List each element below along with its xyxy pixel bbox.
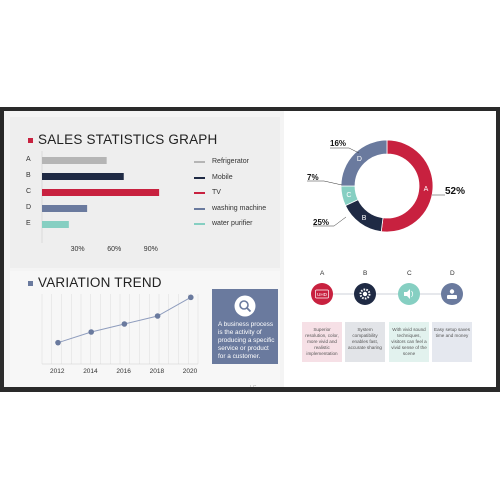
bar-label-C: C [26,188,32,195]
bar-label-E: E [26,220,31,227]
year-label: 2014 [83,368,98,375]
year-label: 2018 [149,368,165,375]
step-letter: D [450,270,455,277]
sales-bar-chart [41,151,160,243]
coins-icon-top [449,289,455,294]
lg-logo: LG [250,385,257,387]
trend-point [188,294,194,301]
step-card-text: Superior resolution, color, more vivid a… [302,322,342,362]
donut-leader-line [330,147,360,154]
magnifier-icon [234,295,256,317]
legend-swatch [194,176,205,179]
coins-icon [441,283,463,305]
step-card-text: Easy setup saves time and money [432,322,472,362]
trend-point [55,339,61,346]
legend-label: Mobile [212,173,233,181]
trend-point [121,321,128,327]
legend-label: Refrigerator [212,158,249,165]
step-letter: C [407,270,412,277]
speaker-icon-body [404,289,410,299]
donut-slice-letter: B [362,215,367,222]
bar-C [42,189,160,196]
donut-label-25: 25% [313,218,330,227]
coins-icon-stack [447,295,457,299]
donut-leader-line [307,180,343,186]
legend-label: washing machine [212,204,267,212]
year-label: 2020 [182,368,198,375]
bar-label-A: A [26,156,31,163]
donut-label-16: 16% [330,139,347,148]
step-card-text: System compatibility enables fast, accur… [345,322,385,362]
trend-line-chart [41,294,199,365]
trend-point [88,329,94,335]
bar-B [42,173,124,180]
donut-label-7: 7% [307,173,319,182]
legend-swatch [194,223,205,225]
year-label: 2012 [50,368,65,375]
donut-slice-letter: D [357,156,362,163]
legend-swatch [194,192,205,194]
bar-A [42,157,107,164]
donut-leader-line [313,216,347,227]
donut-slice-D [340,139,388,187]
donut-chart: A B C D [307,139,445,233]
tv-frame: SALES STATISTICS GRAPH Refrigerator Mobil… [0,107,500,392]
bar-D [42,205,88,212]
legend-label: water purifier [212,220,253,227]
step-letter: A [320,270,325,277]
step-card-text: With vivid sound techniques, visitors ca… [389,322,429,362]
sales-title-marker [28,138,33,143]
donut-slice-letter: C [346,192,351,199]
x-tick-label: 30% [70,246,85,253]
trend-title-marker [28,281,33,286]
tv-screen: SALES STATISTICS GRAPH Refrigerator Mobil… [4,111,496,387]
step-letter: B [363,270,368,277]
trend-point [154,313,161,319]
x-tick-label: 90% [143,246,158,253]
steps-connector: UHD [311,283,463,305]
legend-label: TV [212,189,221,196]
trend-title: VARIATION TREND [38,275,162,290]
bar-label-D: D [26,204,32,211]
bar-E [42,221,69,228]
uhd-icon-frame [315,289,329,299]
bar-label-B: B [26,172,31,179]
gear-icon-teeth [359,288,371,300]
donut-label-52: 52% [445,186,466,197]
uhd-icon [311,283,333,305]
legend-swatch [194,161,205,163]
uhd-icon-text: UHD [317,292,328,297]
x-tick-label: 60% [107,246,122,253]
sales-title: SALES STATISTICS GRAPH [38,132,218,147]
year-label: 2016 [116,368,131,375]
gear-icon-hub [362,291,368,297]
info-text: A business process is the activity of pr… [218,321,275,360]
speaker-icon-wave [411,290,414,298]
donut-slice-letter: A [424,186,429,193]
legend-swatch [194,207,205,210]
info-box: A business process is the activity of pr… [212,289,278,364]
